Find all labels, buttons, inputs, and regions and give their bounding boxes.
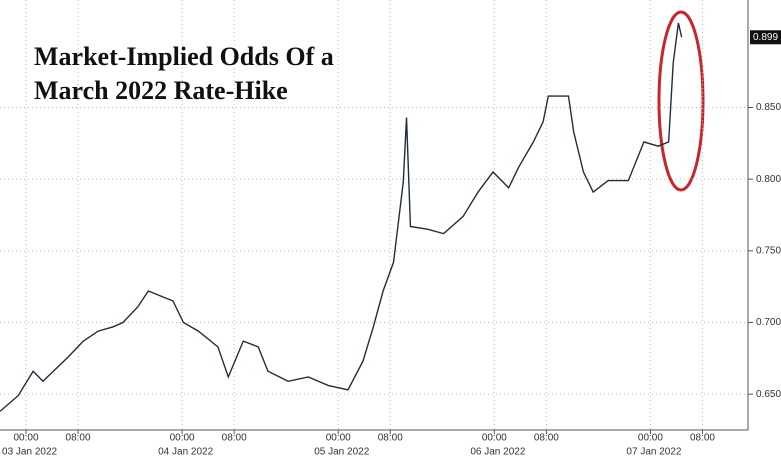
x-tick-label: 00:00 (14, 433, 39, 444)
x-tick-label: 00:00 (326, 433, 351, 444)
date-label: 07 Jan 2022 (626, 447, 681, 458)
date-label: 05 Jan 2022 (314, 447, 369, 458)
y-tick-label: 0.800 (756, 174, 781, 185)
x-tick-label: 08:00 (534, 433, 559, 444)
date-label: 06 Jan 2022 (470, 447, 525, 458)
date-label: 03 Jan 2022 (2, 447, 57, 458)
x-tick-label: 08:00 (378, 433, 403, 444)
last-value-box (750, 30, 781, 45)
y-tick-label: 0.850 (756, 102, 781, 113)
highlight-ellipse (657, 10, 705, 192)
x-tick-label: 08:00 (690, 433, 715, 444)
x-tick-label: 00:00 (170, 433, 195, 444)
x-tick-label: 00:00 (638, 433, 663, 444)
chart-title: Market-Implied Odds Of a March 2022 Rate… (34, 42, 334, 105)
y-tick-label: 0.750 (756, 245, 781, 256)
date-label: 04 Jan 2022 (158, 447, 213, 458)
y-tick-label: 0.650 (756, 389, 781, 400)
x-tick-label: 08:00 (222, 433, 247, 444)
price-line (0, 22, 683, 412)
last-value-label: 0.899 (753, 32, 778, 43)
y-tick-label: 0.700 (756, 317, 781, 328)
x-tick-label: 08:00 (66, 433, 91, 444)
x-tick-label: 00:00 (482, 433, 507, 444)
